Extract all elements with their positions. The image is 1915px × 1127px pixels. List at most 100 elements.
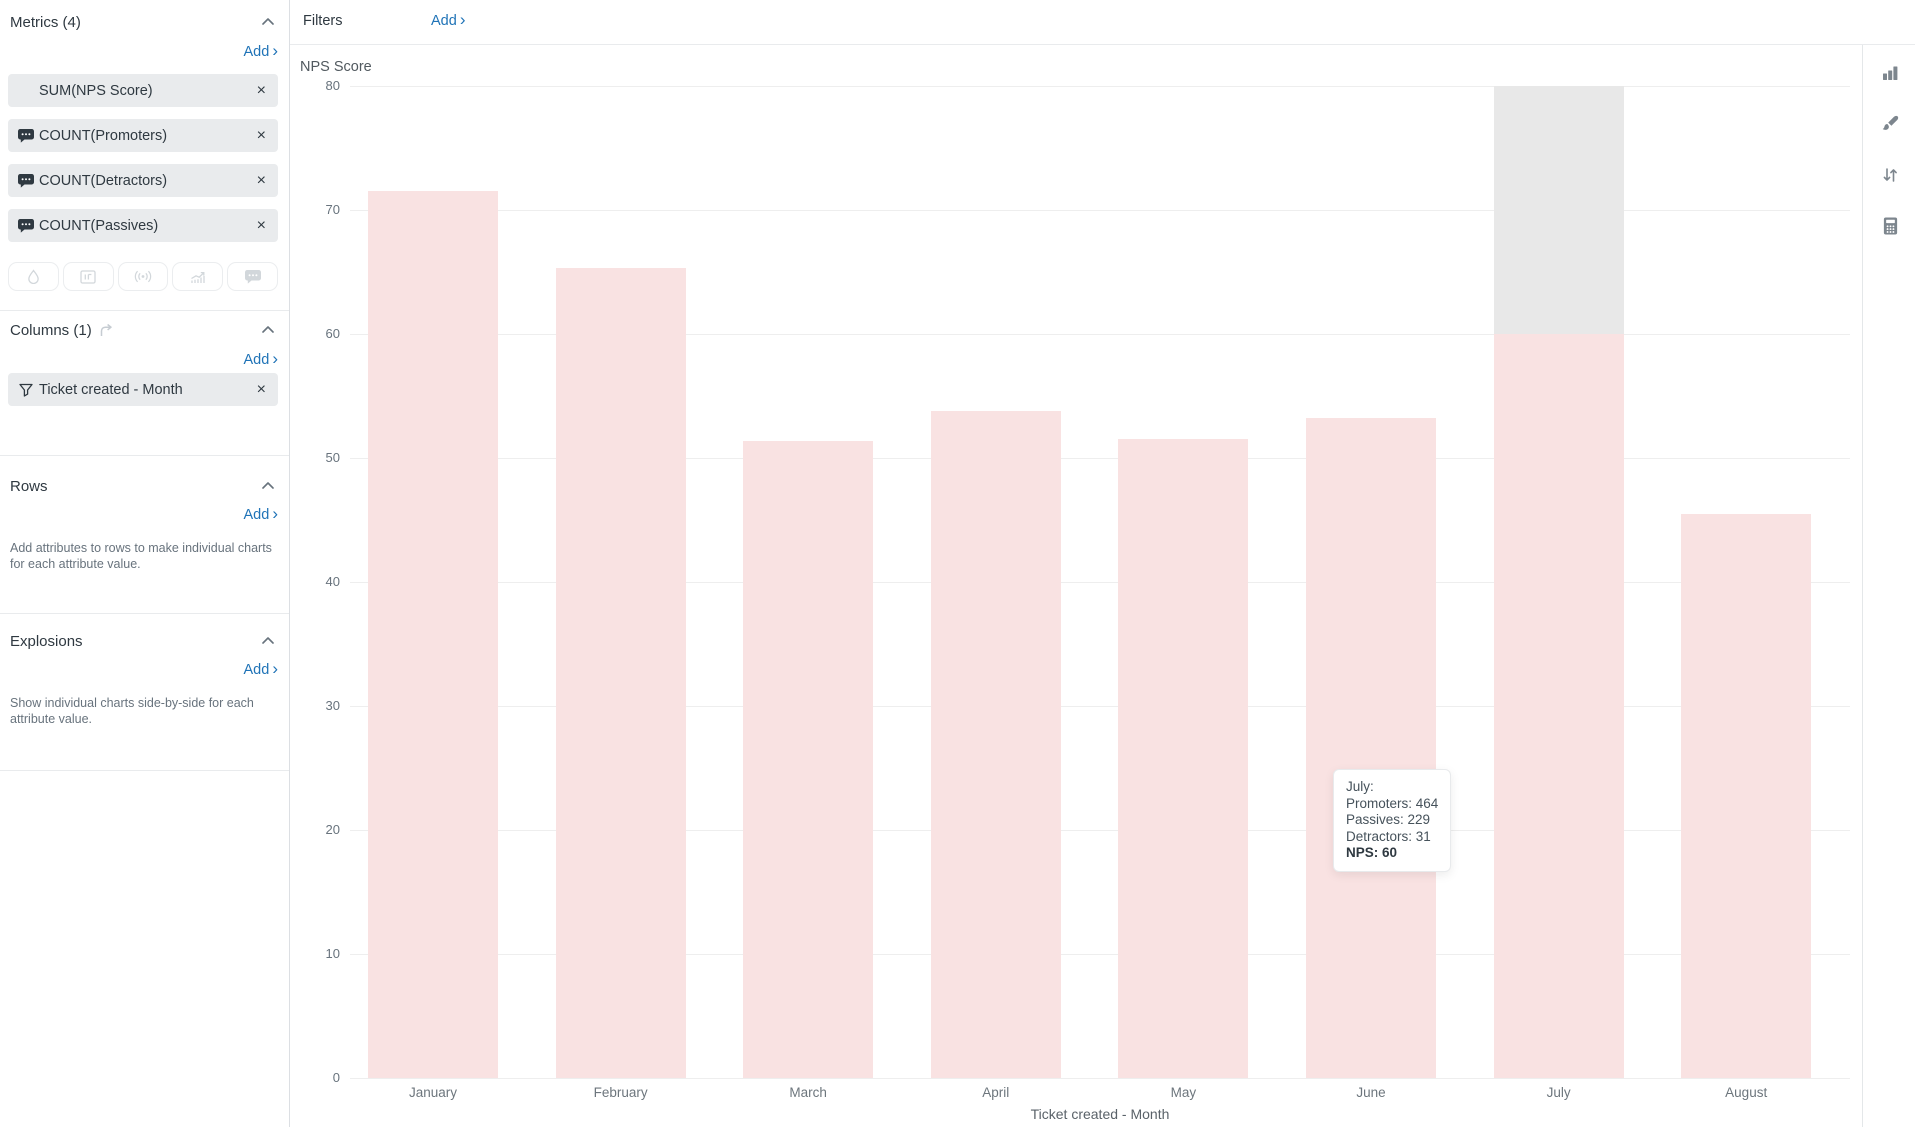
chart-tooltip: July: Promoters: 464 Passives: 229 Detra… — [1333, 769, 1452, 872]
bar-april[interactable] — [930, 410, 1061, 1078]
gridline — [350, 954, 1850, 955]
bar-june[interactable] — [1306, 418, 1436, 1078]
y-axis-tick-label: 30 — [325, 698, 340, 713]
metric-chip-count-promoters[interactable]: COUNT(Promoters) × — [8, 119, 278, 152]
rows-help-text: Add attributes to rows to make individua… — [10, 541, 272, 571]
chevron-up-icon — [262, 482, 274, 489]
paint-brush-icon — [1882, 115, 1899, 130]
gridline — [350, 86, 1850, 87]
y-axis-tick-label: 10 — [325, 946, 340, 961]
speech-bubble-icon — [18, 218, 34, 234]
metric-chip-label: COUNT(Detractors) — [39, 172, 168, 189]
metrics-add-button[interactable]: Add › — [243, 42, 278, 60]
metrics-section-title: Metrics (4) — [10, 14, 81, 31]
funnel-icon — [18, 382, 34, 398]
columns-collapse-button[interactable] — [262, 326, 274, 333]
metrics-add-label: Add — [243, 44, 270, 60]
broadcast-icon — [134, 270, 152, 283]
y-axis-tick-label: 20 — [325, 822, 340, 837]
metric-chip-label: COUNT(Promoters) — [39, 127, 168, 144]
columns-add-button[interactable]: Add › — [244, 349, 278, 368]
metric-chip-label: SUM(NPS Score) — [39, 82, 153, 99]
x-axis-tick-label: January — [408, 1085, 458, 1100]
section-divider — [0, 310, 289, 311]
x-axis-tick-label: July — [1546, 1085, 1571, 1100]
chart-type-button[interactable] — [1877, 60, 1903, 86]
rows-add-label: Add — [243, 507, 270, 523]
chart-sort-button[interactable] — [1877, 162, 1903, 188]
chevron-right-icon: › — [272, 349, 278, 368]
chevron-right-icon: › — [272, 659, 278, 678]
y-axis-tick-label: 60 — [325, 326, 340, 341]
chevron-right-icon: › — [459, 10, 466, 29]
tooltip-line-passives: Passives: 229 — [1346, 812, 1431, 828]
chevron-up-icon — [262, 18, 274, 25]
format-button-trend[interactable] — [172, 262, 224, 291]
x-axis-tick-label: February — [593, 1085, 648, 1100]
close-icon[interactable]: × — [256, 380, 266, 398]
explosions-add-button[interactable]: Add › — [244, 659, 278, 678]
chart-style-button[interactable] — [1877, 111, 1903, 137]
metric-chip-count-passives[interactable]: COUNT(Passives) × — [8, 209, 278, 242]
columns-title-text: Columns (1) — [10, 322, 92, 339]
chevron-up-icon — [262, 326, 274, 333]
close-icon[interactable]: × — [256, 171, 266, 189]
speech-bubble-icon — [244, 269, 261, 284]
y-axis-tick-label: 40 — [325, 574, 340, 589]
sort-arrows-icon — [1883, 168, 1897, 182]
speech-bubble-icon — [18, 173, 34, 189]
bar-february[interactable] — [555, 268, 686, 1078]
metric-format-row — [8, 262, 278, 291]
column-chip-ticket-created-month[interactable]: Ticket created - Month × — [8, 373, 278, 406]
format-button-speech-bubble[interactable] — [227, 262, 278, 291]
y-axis-tick-label: 50 — [325, 450, 340, 465]
explosions-collapse-button[interactable] — [262, 637, 274, 644]
chevron-right-icon: › — [272, 504, 278, 523]
tooltip-line-month: July: — [1346, 779, 1374, 794]
text-field-icon — [80, 269, 96, 284]
filters-add-label: Add — [431, 13, 457, 29]
swap-arrow-icon[interactable] — [99, 323, 114, 337]
rows-section-title: Rows — [10, 478, 48, 495]
filters-add-button[interactable]: Add › — [431, 10, 466, 29]
x-axis-tick-label: May — [1170, 1085, 1197, 1100]
bar-chart-icon — [1883, 66, 1898, 80]
section-divider — [0, 613, 289, 614]
y-axis-tick-label: 70 — [325, 202, 340, 217]
format-button-droplet[interactable] — [8, 262, 59, 291]
bar-july[interactable] — [1493, 334, 1624, 1078]
gridline — [350, 830, 1850, 831]
metrics-collapse-button[interactable] — [262, 18, 274, 25]
metric-chip-sum-nps-score[interactable]: SUM(NPS Score) × — [8, 74, 278, 107]
x-axis-tick-label: April — [982, 1085, 1010, 1100]
calculator-icon — [1883, 217, 1897, 235]
close-icon[interactable]: × — [256, 126, 266, 144]
section-divider — [0, 770, 289, 771]
bar-may[interactable] — [1118, 439, 1249, 1078]
chart-y-axis-title: NPS Score — [300, 59, 372, 75]
bar-august[interactable] — [1681, 513, 1812, 1078]
y-axis-tick-label: 0 — [332, 1070, 340, 1085]
close-icon[interactable]: × — [256, 81, 266, 99]
filters-bar: Filters Add › — [290, 0, 1915, 45]
bar-march[interactable] — [743, 440, 874, 1078]
speech-bubble-icon — [18, 128, 34, 144]
chart-calculations-button[interactable] — [1877, 213, 1903, 239]
explosions-section-title: Explosions — [10, 633, 83, 650]
droplet-icon — [28, 269, 39, 284]
metrics-title-text: Metrics (4) — [10, 14, 81, 31]
hovered-column-highlight — [1493, 86, 1624, 334]
close-icon[interactable]: × — [256, 216, 266, 234]
rows-collapse-button[interactable] — [262, 482, 274, 489]
format-button-broadcast[interactable] — [117, 262, 169, 291]
gridline — [350, 210, 1850, 211]
format-button-text-field[interactable] — [62, 262, 114, 291]
metric-chip-count-detractors[interactable]: COUNT(Detractors) × — [8, 164, 278, 197]
rows-add-button[interactable]: Add › — [243, 504, 278, 523]
x-axis-tick-label: March — [789, 1085, 827, 1100]
explosions-title-text: Explosions — [10, 633, 83, 650]
tooltip-line-nps: NPS: 60 — [1346, 845, 1398, 861]
column-chip-label: Ticket created - Month — [39, 381, 183, 398]
bar-january[interactable] — [368, 191, 498, 1078]
